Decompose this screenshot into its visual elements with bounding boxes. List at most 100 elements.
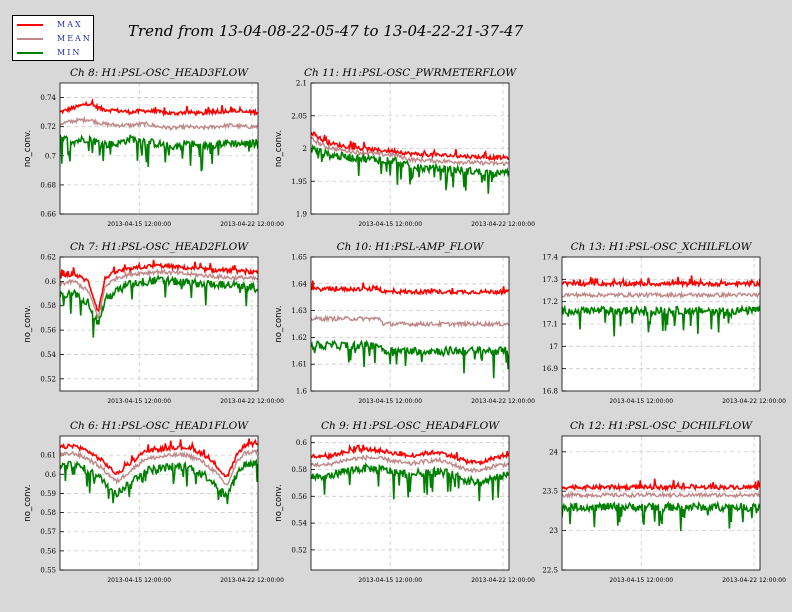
ytick-label: 0.56 xyxy=(40,327,56,335)
series-line-max xyxy=(311,131,509,163)
ytick-label: 16.9 xyxy=(542,365,558,373)
series-line-mean xyxy=(562,490,760,500)
chart-legend: MAX MEAN MIN xyxy=(12,15,94,61)
series-line-max xyxy=(311,443,509,467)
series-line-min xyxy=(562,500,760,532)
legend-swatch-mean xyxy=(17,38,43,40)
legend-item-min: MIN xyxy=(17,48,93,58)
chart-panel-7: 22.5 23 23.5 24 2013-04-15 12:00:00 2013-04-2… xyxy=(542,420,786,584)
ytick-label: 0.6 xyxy=(45,471,57,479)
ytick-label: 0.68 xyxy=(40,181,56,189)
series-line-min xyxy=(60,274,258,338)
xtick-label: 2013-04-15 12:00:00 xyxy=(358,221,422,228)
xtick-label: 2013-04-15 12:00:00 xyxy=(107,221,171,228)
ytick-label: 24 xyxy=(549,448,558,456)
ytick-label: 0.61 xyxy=(40,452,56,460)
chart-panel-0: 0.66 0.68 0.7 0.72 0.74 2013-04-15 12:00:00 20… xyxy=(23,67,284,228)
y-axis-label: no_conv. xyxy=(23,130,33,167)
ytick-label: 22.5 xyxy=(542,567,558,575)
legend-label-min: MIN xyxy=(57,48,82,57)
ytick-label: 23 xyxy=(549,527,558,535)
ytick-label: 17 xyxy=(549,343,558,351)
xtick-label: 2013-04-22 12:00:00 xyxy=(471,221,535,228)
ytick-label: 0.58 xyxy=(40,302,56,310)
y-axis-label: no_conv. xyxy=(274,484,284,521)
series-line-mean xyxy=(562,290,760,300)
xtick-label: 2013-04-15 12:00:00 xyxy=(609,577,673,584)
ytick-label: 0.7 xyxy=(45,152,56,160)
ytick-label: 0.56 xyxy=(40,547,56,555)
ytick-label: 17.4 xyxy=(542,254,558,262)
chart-panel-4: 16.8 16.9 17 17.1 17.2 17.3 17.4 2013-04-15 12:… xyxy=(542,241,786,405)
series-line-min xyxy=(562,304,760,337)
ytick-label: 0.6 xyxy=(296,439,308,447)
xtick-label: 2013-04-22 12:00:00 xyxy=(722,577,786,584)
ytick-label: 1.62 xyxy=(291,334,307,342)
ytick-label: 17.3 xyxy=(542,276,558,284)
ytick-label: 0.55 xyxy=(40,567,56,575)
plot-frame xyxy=(561,256,761,392)
ytick-label: 2 xyxy=(303,145,307,153)
chart-panel-3: 1.6 1.61 1.62 1.63 1.64 1.65 2013-04-15 12:00:… xyxy=(274,241,535,405)
ytick-label: 0.72 xyxy=(40,123,56,131)
xtick-label: 2013-04-15 12:00:00 xyxy=(107,577,171,584)
legend-item-max: MAX xyxy=(17,20,93,30)
series-line-mean xyxy=(311,314,509,329)
ytick-label: 0.58 xyxy=(291,466,307,474)
series-line-max xyxy=(562,275,760,289)
ytick-label: 1.63 xyxy=(291,307,307,315)
chart-title: Ch 11: H1:PSL-OSC_PWRMETERFLOW xyxy=(304,67,517,79)
xtick-label: 2013-04-15 12:00:00 xyxy=(358,398,422,405)
legend-swatch-min xyxy=(17,52,43,54)
plot-frame xyxy=(310,82,510,215)
y-axis-label: no_conv. xyxy=(274,130,284,167)
series-line-max xyxy=(60,97,258,118)
series-line-max xyxy=(60,259,258,313)
ytick-label: 0.59 xyxy=(40,490,56,498)
chart-panel-2: 0.52 0.54 0.56 0.58 0.6 0.62 2013-04-15 12:00:… xyxy=(23,241,284,405)
series-line-mean xyxy=(311,136,509,167)
series-line-min xyxy=(311,461,509,502)
ytick-label: 2.1 xyxy=(296,80,307,88)
ytick-label: 1.95 xyxy=(291,178,307,186)
series-line-min xyxy=(311,143,509,194)
ytick-label: 1.65 xyxy=(291,254,307,262)
series-line-mean xyxy=(60,267,258,320)
ytick-label: 0.57 xyxy=(40,528,56,536)
chart-title: Ch 13: H1:PSL-OSC_XCHILFLOW xyxy=(571,241,753,253)
chart-panel-6: 0.52 0.54 0.56 0.58 0.6 2013-04-15 12:00:00 20… xyxy=(274,420,535,584)
chart-title: Ch 10: H1:PSL-AMP_FLOW xyxy=(337,241,485,253)
ytick-label: 0.54 xyxy=(291,520,307,528)
xtick-label: 2013-04-22 12:00:00 xyxy=(471,577,535,584)
legend-swatch-max xyxy=(17,24,43,26)
plot-frame xyxy=(561,435,761,571)
ytick-label: 0.74 xyxy=(40,94,56,102)
plot-area xyxy=(60,436,258,570)
plot-frame xyxy=(59,82,259,215)
xtick-label: 2013-04-22 12:00:00 xyxy=(722,398,786,405)
legend-label-mean: MEAN xyxy=(57,34,92,43)
plot-frame xyxy=(59,256,259,392)
plot-frame xyxy=(310,256,510,392)
chart-panel-5: 0.55 0.56 0.57 0.58 0.59 0.6 0.61 2013-04-15 12… xyxy=(23,420,284,584)
chart-title: Ch 8: H1:PSL-OSC_HEAD3FLOW xyxy=(70,67,249,79)
ytick-label: 0.52 xyxy=(40,375,56,383)
ytick-label: 0.6 xyxy=(45,278,57,286)
xtick-label: 2013-04-15 12:00:00 xyxy=(107,398,171,405)
ytick-label: 0.56 xyxy=(291,493,307,501)
figure-title: Trend from 13-04-08-22-05-47 to 13-04-22… xyxy=(128,22,524,40)
ytick-label: 23.5 xyxy=(542,488,558,496)
series-line-max xyxy=(562,478,760,493)
series-line-max xyxy=(60,438,258,478)
series-line-mean xyxy=(60,115,258,132)
series-line-min xyxy=(311,339,509,379)
y-axis-label: no_conv. xyxy=(23,305,33,342)
xtick-label: 2013-04-15 12:00:00 xyxy=(358,577,422,584)
chart-title: Ch 6: H1:PSL-OSC_HEAD1FLOW xyxy=(70,420,249,432)
legend-item-mean: MEAN xyxy=(17,34,93,44)
xtick-label: 2013-04-22 12:00:00 xyxy=(220,398,284,405)
ytick-label: 0.52 xyxy=(291,546,307,554)
ytick-label: 16.8 xyxy=(542,388,558,396)
ytick-label: 1.61 xyxy=(291,361,307,369)
